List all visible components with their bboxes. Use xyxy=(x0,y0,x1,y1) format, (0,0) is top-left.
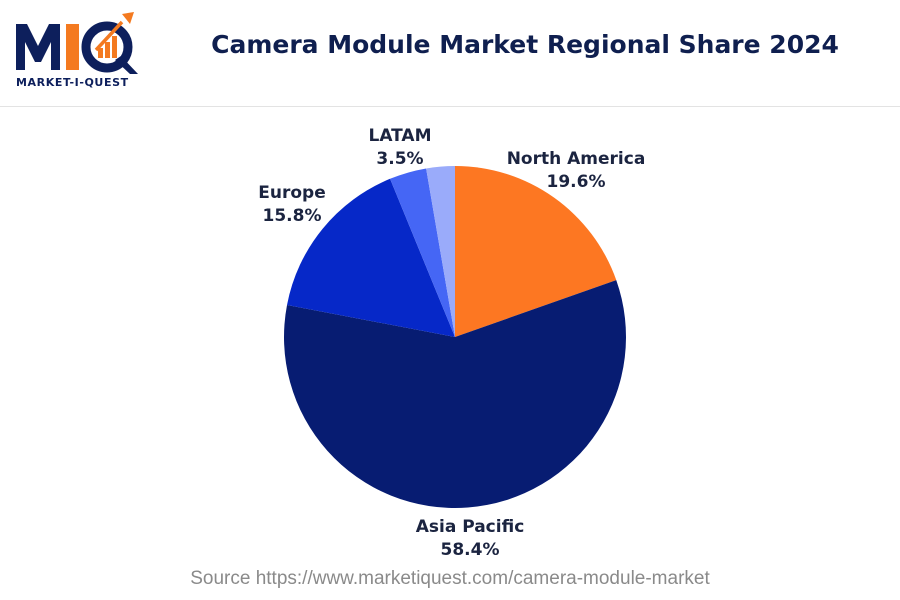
slice-label-name: Europe xyxy=(258,183,325,203)
pie-slices xyxy=(284,166,626,508)
logo-wordmark: MARKET-I-QUEST xyxy=(16,76,129,89)
slice-label-value: 3.5% xyxy=(376,149,423,169)
source-caption: Source https://www.marketiquest.com/came… xyxy=(190,568,710,589)
pie-slice-latam xyxy=(390,168,455,337)
chart-title: Camera Module Market Regional Share 2024 xyxy=(211,30,839,59)
header: MARKET-I-QUEST Camera Module Market Regi… xyxy=(0,0,900,107)
pie-labels: North America 19.6% Asia Pacific 58.4% Europ… xyxy=(258,126,645,560)
pie-slice-north-america xyxy=(455,166,617,337)
pie-chart: North America 19.6% Asia Pacific 58.4% Europ… xyxy=(258,126,645,560)
slice-label-value: 58.4% xyxy=(441,540,500,560)
pie-slice-unlabeled xyxy=(426,166,455,337)
pie-slice-europe xyxy=(287,178,455,337)
slice-label-name: LATAM xyxy=(368,126,431,146)
logo-mark-icon xyxy=(16,12,138,74)
slice-label-name: Asia Pacific xyxy=(416,517,525,537)
pie-slice-asia-pacific xyxy=(284,280,626,508)
brand-logo: MARKET-I-QUEST xyxy=(14,10,144,94)
slice-label-value: 19.6% xyxy=(547,172,606,192)
slice-label-value: 15.8% xyxy=(263,206,322,226)
slice-label-name: North America xyxy=(507,149,646,169)
